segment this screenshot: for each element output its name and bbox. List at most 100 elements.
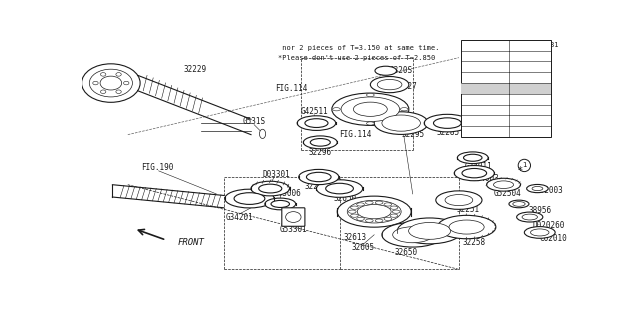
Text: 32605: 32605: [351, 243, 374, 252]
Ellipse shape: [449, 220, 484, 234]
Ellipse shape: [532, 187, 543, 191]
Text: 32258: 32258: [463, 238, 486, 247]
Ellipse shape: [397, 218, 462, 244]
Text: T=3.150: T=3.150: [511, 42, 540, 48]
Ellipse shape: [390, 206, 398, 209]
Ellipse shape: [374, 112, 428, 134]
Text: nor 2 pieces of T=3.150 at same time.: nor 2 pieces of T=3.150 at same time.: [278, 44, 440, 51]
Ellipse shape: [326, 183, 353, 194]
Ellipse shape: [375, 66, 397, 75]
Text: *Please don't use 2 pieces of T=2.850: *Please don't use 2 pieces of T=2.850: [278, 55, 435, 61]
Ellipse shape: [225, 189, 274, 208]
Text: D025070: D025070: [463, 129, 492, 135]
Ellipse shape: [351, 214, 358, 217]
Text: T=2.975: T=2.975: [511, 96, 540, 102]
Ellipse shape: [259, 129, 266, 139]
Ellipse shape: [100, 73, 106, 76]
Text: D025077: D025077: [463, 53, 492, 59]
Text: G52504: G52504: [493, 189, 522, 198]
Ellipse shape: [433, 118, 461, 128]
Text: T=3.075: T=3.075: [511, 53, 540, 59]
Ellipse shape: [486, 178, 520, 191]
Text: 32231: 32231: [305, 182, 328, 191]
Text: T=2.950: T=2.950: [511, 107, 540, 113]
Text: C64003: C64003: [472, 174, 500, 183]
Ellipse shape: [424, 114, 470, 132]
Text: G24202: G24202: [353, 116, 380, 124]
Text: 32650: 32650: [333, 194, 356, 203]
Ellipse shape: [531, 229, 549, 236]
Ellipse shape: [365, 201, 373, 204]
Text: A20827: A20827: [390, 82, 417, 91]
Ellipse shape: [393, 227, 433, 243]
Text: 0320S: 0320S: [390, 66, 413, 75]
FancyBboxPatch shape: [282, 208, 305, 226]
Ellipse shape: [356, 203, 364, 206]
Ellipse shape: [316, 180, 363, 197]
Ellipse shape: [458, 152, 488, 164]
Bar: [461, 83, 551, 94]
Ellipse shape: [265, 198, 296, 210]
Ellipse shape: [375, 201, 383, 204]
Text: D025073: D025073: [463, 96, 492, 102]
Ellipse shape: [375, 219, 383, 222]
Ellipse shape: [378, 79, 402, 90]
Text: T=3.025: T=3.025: [511, 75, 540, 81]
Ellipse shape: [305, 119, 328, 127]
Ellipse shape: [351, 206, 358, 209]
Ellipse shape: [509, 200, 529, 208]
Ellipse shape: [93, 81, 98, 85]
Ellipse shape: [356, 217, 364, 220]
Text: 32229: 32229: [184, 65, 207, 74]
Ellipse shape: [348, 210, 356, 213]
Ellipse shape: [527, 184, 548, 193]
Ellipse shape: [271, 200, 289, 207]
Ellipse shape: [522, 214, 538, 220]
Text: T=3.000: T=3.000: [511, 85, 540, 92]
Ellipse shape: [516, 212, 543, 222]
Text: G34201: G34201: [225, 212, 253, 221]
Ellipse shape: [513, 202, 525, 206]
Text: G43006: G43006: [274, 189, 302, 198]
Ellipse shape: [445, 195, 473, 206]
Text: D025076: D025076: [463, 64, 492, 70]
Ellipse shape: [390, 214, 398, 217]
Text: FIG.190: FIG.190: [141, 163, 173, 172]
Text: T=2.850: T=2.850: [511, 129, 540, 135]
Text: G42511: G42511: [300, 107, 328, 116]
Ellipse shape: [524, 227, 555, 238]
Text: D025074: D025074: [463, 85, 492, 92]
Ellipse shape: [401, 108, 408, 111]
Ellipse shape: [285, 212, 301, 222]
Bar: [461, 40, 551, 137]
Ellipse shape: [436, 191, 482, 209]
Ellipse shape: [357, 204, 391, 219]
Ellipse shape: [367, 122, 374, 125]
Ellipse shape: [382, 115, 420, 131]
Ellipse shape: [332, 93, 409, 125]
Text: 1: 1: [522, 163, 527, 168]
Ellipse shape: [371, 76, 409, 93]
Ellipse shape: [234, 193, 265, 204]
Text: D52003: D52003: [536, 186, 564, 195]
Ellipse shape: [303, 136, 337, 149]
Text: *: *: [518, 166, 523, 176]
Text: 0531S: 0531S: [243, 117, 266, 126]
Ellipse shape: [82, 64, 140, 102]
Ellipse shape: [116, 90, 121, 93]
Text: D025075: D025075: [463, 75, 492, 81]
Text: 32650: 32650: [395, 248, 418, 257]
Text: T=2.925: T=2.925: [511, 118, 540, 124]
Ellipse shape: [251, 181, 289, 196]
Text: 32285: 32285: [436, 128, 460, 137]
Ellipse shape: [392, 210, 400, 213]
Ellipse shape: [382, 222, 444, 247]
Text: D025078: D025078: [463, 42, 492, 48]
Ellipse shape: [100, 76, 122, 90]
Ellipse shape: [259, 184, 282, 193]
Text: 32295: 32295: [401, 130, 424, 139]
Ellipse shape: [384, 203, 392, 206]
Ellipse shape: [310, 139, 330, 146]
Text: 32296: 32296: [308, 148, 332, 157]
Ellipse shape: [365, 219, 373, 222]
